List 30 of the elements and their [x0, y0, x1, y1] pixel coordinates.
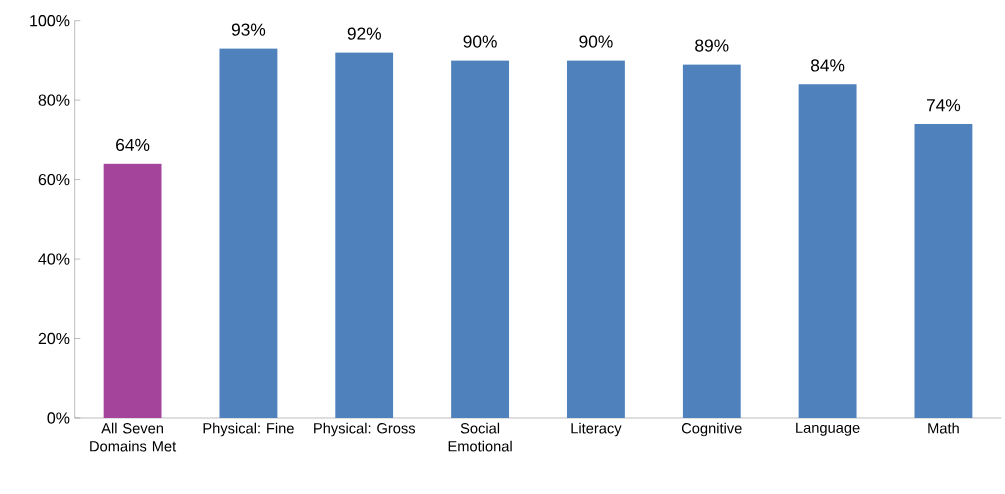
data-label: 90%: [579, 35, 613, 48]
bar: [566, 60, 625, 418]
x-tick-label: Cognitive: [681, 422, 742, 437]
bar: [335, 52, 394, 418]
y-tick-label: 20%: [38, 332, 70, 345]
bar: [103, 163, 162, 418]
bar: [914, 123, 973, 418]
y-tick-label: 0%: [47, 412, 70, 424]
data-label: 64%: [116, 138, 150, 151]
bar: [219, 48, 278, 418]
bar: [798, 84, 857, 418]
data-label: 89%: [695, 39, 729, 52]
y-tick-label: 40%: [38, 253, 70, 265]
y-tick-label: 60%: [38, 173, 70, 186]
x-tick-label: Literacy: [571, 422, 622, 437]
data-label: 74%: [926, 99, 961, 112]
x-tick-label: Physical: Fine: [203, 422, 294, 437]
x-tick-label: Language: [796, 422, 860, 436]
x-tick-label: Physical: Gross: [314, 422, 416, 437]
bar: [451, 60, 510, 418]
data-label: 92%: [347, 27, 381, 40]
y-tick-label: 100%: [30, 15, 70, 27]
x-tick-label: All Seven Domains Met: [90, 422, 177, 452]
x-tick-label: Math: [928, 422, 959, 434]
bar: [682, 64, 741, 418]
x-tick-label: Social Emotional: [448, 422, 512, 452]
data-label: 90%: [463, 35, 497, 48]
data-label: 93%: [231, 23, 266, 36]
y-tick-label: 80%: [38, 94, 70, 106]
data-label: 84%: [810, 59, 845, 72]
